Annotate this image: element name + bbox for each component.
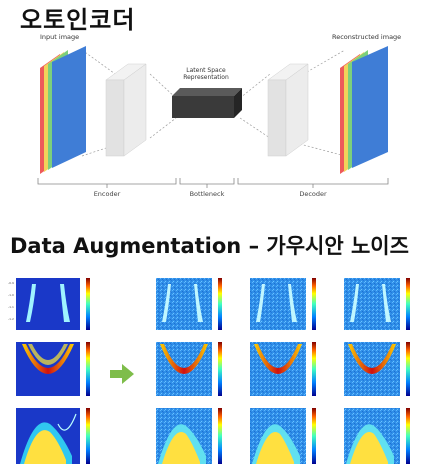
noisy-panel-2-2 [250,342,316,396]
noisy-panel-1-2 [250,278,316,330]
noisy-panel-2-1 [156,342,222,396]
augmentation-panels: -0.9 -1.0 -1.1 -1.2 [8,278,410,464]
noisy-panel-3-3 [344,408,410,464]
svg-text:-1.0: -1.0 [8,293,14,297]
autoencoder-diagram: Input image Reconstructed image Latent S… [37,33,401,198]
noisy-panel-3-2 [250,408,316,464]
latent-box [172,88,242,118]
output-image-stack [340,46,388,174]
input-image-label: Input image [40,33,79,41]
bottleneck-label: Bottleneck [190,190,225,198]
noisy-panel-1-1 [156,278,222,330]
latent-label-line2: Representation [183,74,229,81]
section-braces [37,178,389,188]
arrow-right-icon [110,364,134,384]
noisy-panel-1-3 [344,278,410,330]
original-panel-3 [16,408,90,464]
augmentation-title: Data Augmentation – 가우시안 노이즈 [10,234,409,258]
decoder-label: Decoder [299,190,327,198]
page-title: 오토인코더 [20,6,136,34]
noisy-panel-3-1 [156,408,222,464]
svg-text:-0.9: -0.9 [8,281,14,285]
encoder-box [105,63,147,157]
original-panel-2 [16,342,90,396]
original-panel-1: -0.9 -1.0 -1.1 -1.2 [8,278,90,330]
input-image-stack [40,46,86,174]
latent-label-line1: Latent Space [186,67,226,74]
svg-text:-1.1: -1.1 [8,305,14,309]
encoder-label: Encoder [94,190,121,198]
decoder-box [267,63,309,157]
reconstructed-image-label: Reconstructed image [332,33,401,41]
svg-text:-1.2: -1.2 [8,317,14,321]
noisy-panel-2-3 [344,342,410,396]
